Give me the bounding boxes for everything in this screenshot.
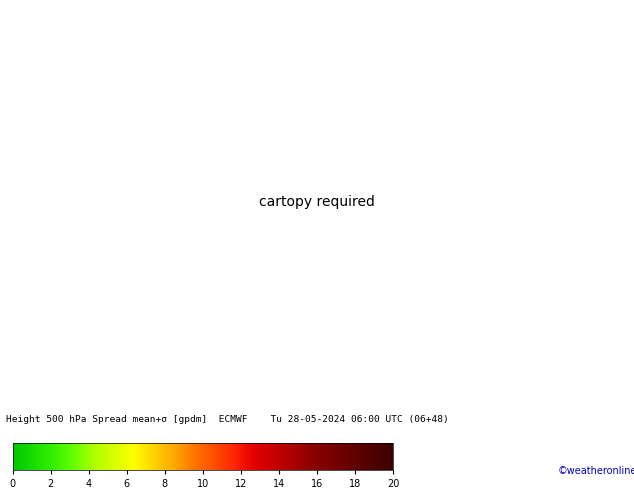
Text: cartopy required: cartopy required [259,195,375,209]
Text: ©weatheronline.co.uk: ©weatheronline.co.uk [558,466,634,476]
Text: Height 500 hPa Spread mean+σ [gpdm]  ECMWF    Tu 28-05-2024 06:00 UTC (06+48): Height 500 hPa Spread mean+σ [gpdm] ECMW… [6,415,449,423]
